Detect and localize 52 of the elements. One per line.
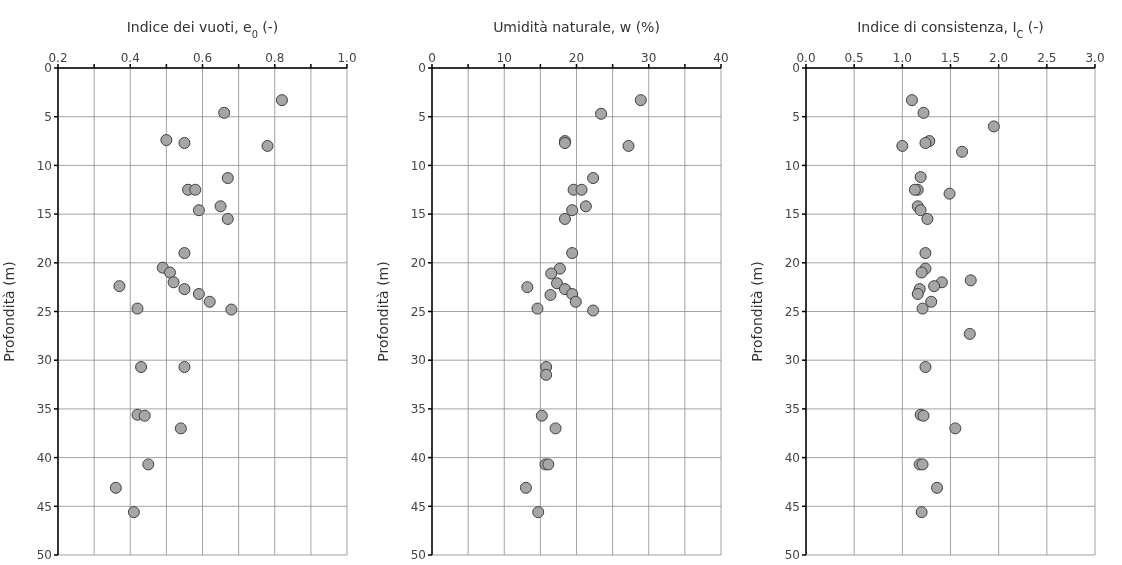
x-axis-title: Indice dei vuoti, e$_{0}$ (-) — [126, 19, 279, 40]
y-tick-label: 10 — [410, 158, 426, 173]
y-axis-title: Profondità (m) — [1, 261, 17, 362]
x-tick-label: 0 — [428, 51, 436, 65]
y-tick-label: 5 — [792, 109, 800, 124]
y-tick-label: 20 — [784, 256, 800, 271]
y-tick-label: 25 — [410, 304, 426, 319]
x-axis-title: Indice di consistenza, I$_{C}$ (-) — [857, 19, 1044, 40]
y-tick-label: 35 — [36, 402, 52, 417]
y-tick-label: 10 — [784, 158, 800, 173]
y-tick-label: 45 — [410, 499, 426, 514]
y-tick-label: 35 — [410, 402, 426, 417]
y-tick-label: 50 — [36, 548, 52, 563]
x-axis-title: Umidità naturale, w (%) — [493, 19, 660, 35]
x-tick-label: 2.0 — [989, 51, 1009, 65]
y-tick-label: 30 — [36, 353, 52, 368]
x-tick-label: 20 — [568, 51, 585, 65]
x-tick-label: 1.0 — [892, 51, 912, 65]
y-tick-label: 35 — [784, 402, 800, 417]
y-tick-label: 15 — [410, 207, 426, 222]
y-tick-label: 5 — [418, 109, 426, 124]
x-tick-label: 0.5 — [844, 51, 864, 65]
y-tick-label: 50 — [784, 548, 800, 563]
y-tick-label: 15 — [36, 207, 52, 222]
y-tick-label: 40 — [36, 450, 52, 465]
x-tick-label: 0.4 — [120, 51, 140, 65]
y-tick-label: 10 — [36, 158, 52, 173]
y-tick-label: 0 — [418, 61, 426, 76]
x-tick-label: 1.5 — [940, 51, 961, 65]
x-tick-label: 0.8 — [265, 51, 285, 65]
y-tick-label: 15 — [784, 207, 800, 222]
y-tick-label: 40 — [410, 450, 426, 465]
y-tick-label: 25 — [36, 304, 52, 319]
x-tick-label: 3.0 — [1085, 51, 1105, 65]
x-tick-label: 30 — [641, 51, 657, 65]
y-tick-label: 40 — [784, 450, 800, 465]
y-tick-label: 45 — [36, 499, 52, 514]
y-tick-label: 25 — [784, 304, 800, 319]
y-tick-label: 30 — [410, 353, 426, 368]
y-tick-label: 45 — [784, 499, 800, 514]
y-axis-title: Profondità (m) — [749, 261, 765, 362]
x-tick-label: 1.0 — [337, 51, 357, 65]
y-tick-label: 20 — [410, 256, 426, 271]
y-tick-label: 30 — [784, 353, 800, 368]
y-axis-title: Profondità (m) — [375, 261, 391, 362]
x-tick-label: 40 — [713, 51, 729, 65]
x-tick-label: 0.6 — [192, 51, 213, 65]
y-tick-label: 5 — [44, 109, 52, 124]
y-tick-label: 50 — [410, 548, 426, 563]
x-tick-label: 10 — [496, 51, 512, 65]
y-tick-label: 20 — [36, 256, 52, 271]
x-tick-label: 2.5 — [1037, 51, 1057, 65]
